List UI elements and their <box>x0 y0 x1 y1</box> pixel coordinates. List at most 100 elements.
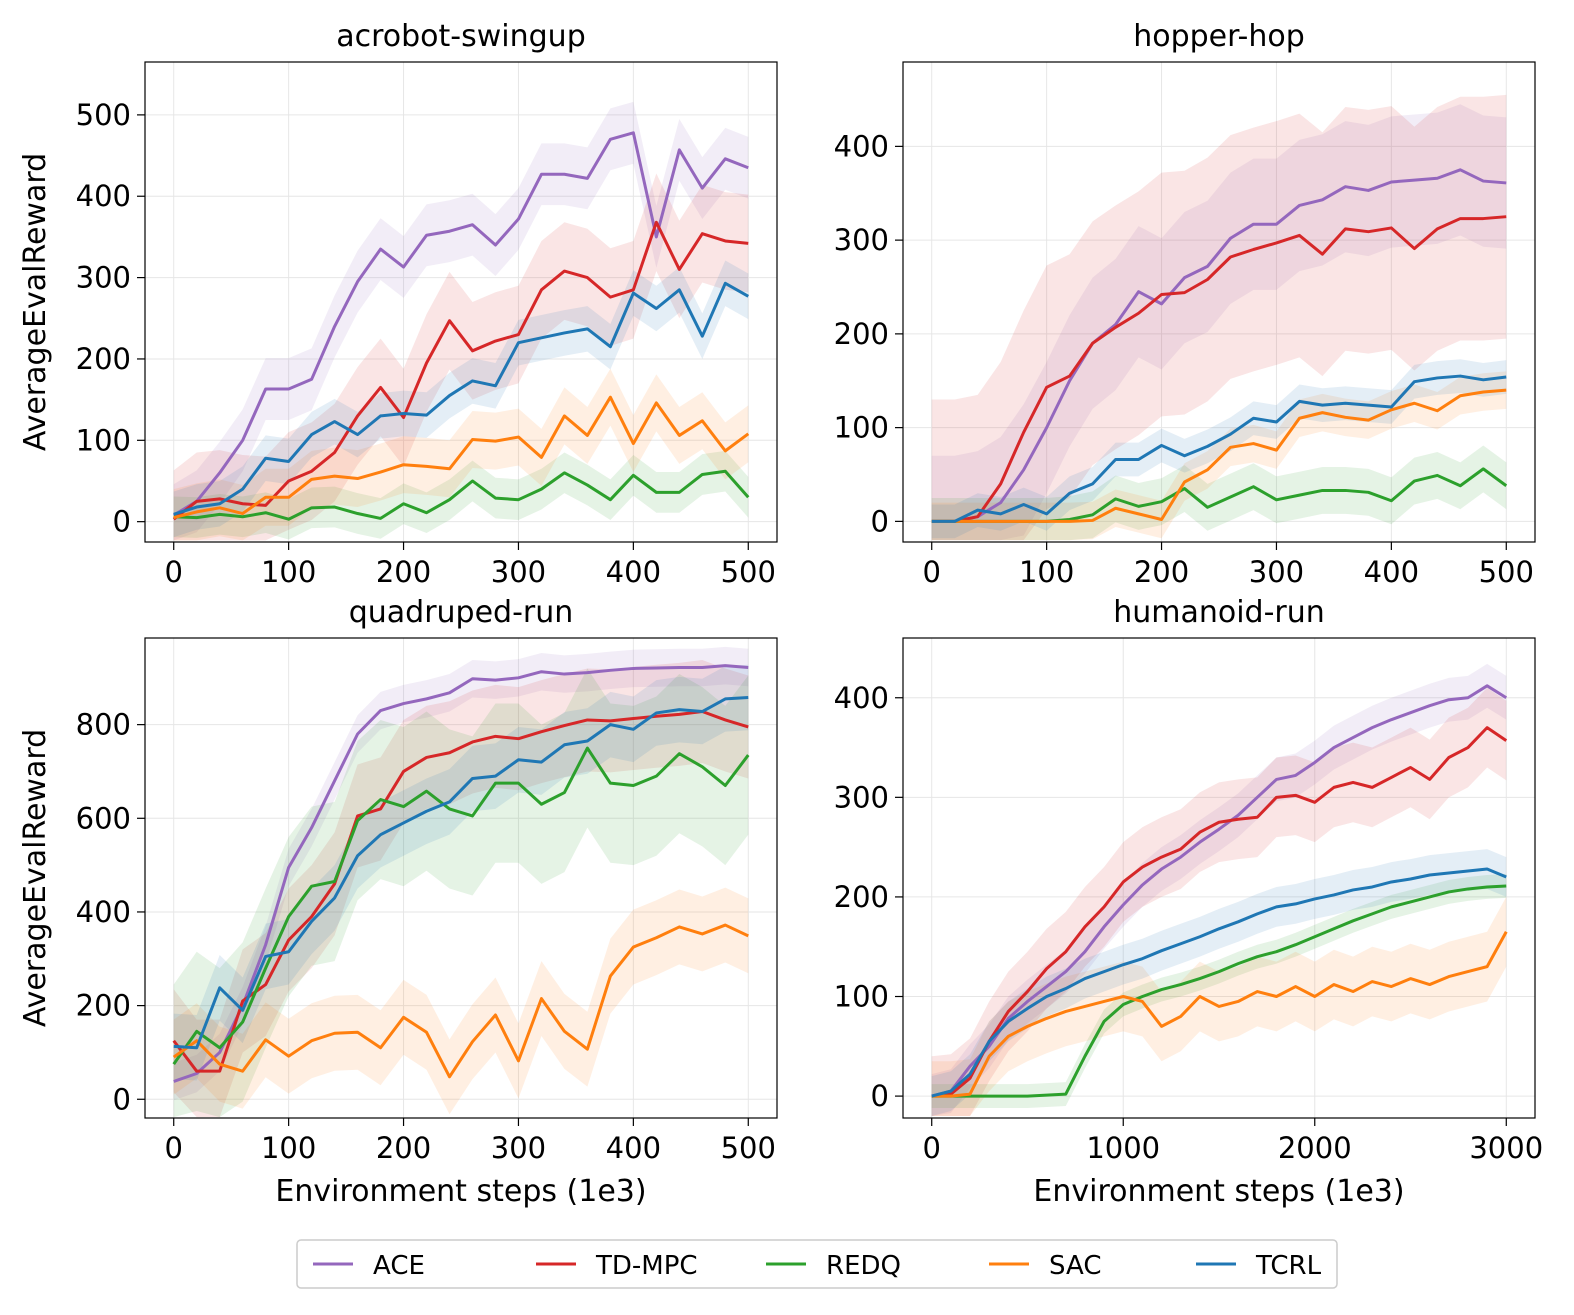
x-tick-label: 2000 <box>1278 1131 1352 1165</box>
band-td-mpc <box>931 94 1507 541</box>
y-tick-label: 100 <box>834 411 889 445</box>
band-ace <box>931 663 1507 1117</box>
y-axis-label: AverageEvalReward <box>18 153 53 451</box>
y-tick-label: 500 <box>76 98 131 132</box>
chart-panels: 0 100 200 300 400 500 0 100 200 300 400 500 acrobot-… <box>18 19 1543 1209</box>
series-line-tcrl <box>173 695 749 1050</box>
series-line-tcrl <box>931 374 1507 523</box>
plot-area <box>172 101 750 541</box>
band-redq <box>931 445 1507 541</box>
series-line-sac <box>931 931 1508 1098</box>
x-tick-label: 100 <box>1019 555 1074 589</box>
x-tick-label: 300 <box>491 1131 546 1165</box>
y-tick-label: 0 <box>113 505 131 539</box>
band-tcrl <box>173 664 749 1081</box>
legend-box <box>296 1239 1338 1289</box>
x-axis-label: Environment steps (1e3) <box>1033 1174 1404 1209</box>
series-line-ace <box>172 131 749 517</box>
x-tick-label: 0 <box>165 555 183 589</box>
plot-area <box>172 646 750 1118</box>
y-tick-label: 200 <box>76 989 131 1023</box>
legend-entry-tcrl: TCRL <box>1196 1251 1322 1281</box>
y-tick-label: 400 <box>76 895 131 929</box>
legend-label: REDQ <box>826 1251 901 1281</box>
x-tick-label: 1000 <box>1086 1131 1160 1165</box>
legend-entry-sac: SAC <box>989 1251 1101 1281</box>
x-tick-label: 500 <box>1479 555 1534 589</box>
x-tick-label: 200 <box>1134 555 1189 589</box>
axes-frame <box>144 61 778 543</box>
series-line-sac <box>173 395 750 520</box>
y-tick-label: 0 <box>871 504 889 538</box>
legend-entry-td-mpc: TD-MPC <box>536 1251 698 1281</box>
band-tcrl <box>931 849 1507 1117</box>
x-tick-label: 3000 <box>1469 1131 1543 1165</box>
series-line-tcrl <box>173 281 750 516</box>
y-tick-label: 100 <box>76 423 131 457</box>
y-tick-label: 0 <box>871 1079 889 1113</box>
series-line-ace <box>173 664 749 1083</box>
y-tick-label: 400 <box>834 681 889 715</box>
panel-title: quadruped-run <box>349 595 574 630</box>
y-tick-label: 100 <box>834 980 889 1014</box>
series-line-sac <box>172 923 749 1079</box>
y-tick-label: 400 <box>834 129 889 163</box>
panel-title: humanoid-run <box>1113 595 1325 630</box>
y-tick-label: 200 <box>834 317 889 351</box>
series-line-td-mpc <box>931 215 1507 523</box>
y-tick-label: 600 <box>76 801 131 835</box>
band-ace <box>931 104 1507 541</box>
plot-area <box>931 94 1508 541</box>
legend-label: TD-MPC <box>595 1251 698 1281</box>
x-tick-label: 400 <box>606 1131 661 1165</box>
y-tick-label: 200 <box>76 342 131 376</box>
y-tick-label: 400 <box>76 179 131 213</box>
band-sac <box>173 887 749 1115</box>
band-sac <box>931 371 1507 541</box>
legend-label: SAC <box>1049 1251 1101 1281</box>
axes-frame <box>902 61 1536 543</box>
x-tick-label: 0 <box>165 1131 183 1165</box>
panel-title: acrobot-swingup <box>336 19 586 54</box>
band-redq <box>173 450 749 540</box>
y-tick-label: 300 <box>834 780 889 814</box>
legend-entry-redq: REDQ <box>766 1251 901 1281</box>
panel-2: 0 100 200 300 400 500 0 200 400 600 800 quadruped-r… <box>18 595 778 1209</box>
band-tcrl <box>173 260 749 538</box>
band-redq <box>173 668 749 1118</box>
panel-title: hopper-hop <box>1133 19 1305 54</box>
x-axis-label: Environment steps (1e3) <box>275 1174 646 1209</box>
legend-label: TCRL <box>1255 1251 1322 1281</box>
series-line-redq <box>931 884 1507 1098</box>
panel-0: 0 100 200 300 400 500 0 100 200 300 400 500 acrobot-… <box>18 19 778 589</box>
band-td-mpc <box>173 173 749 541</box>
x-tick-label: 0 <box>923 1131 941 1165</box>
legend-label: ACE <box>373 1251 425 1281</box>
panel-1: 0 100 200 300 400 500 0 100 200 300 400 hopper-hop <box>834 19 1536 589</box>
series-line-td-mpc <box>172 220 749 521</box>
x-tick-label: 300 <box>1249 555 1304 589</box>
x-tick-label: 400 <box>606 555 661 589</box>
series-line-redq <box>173 469 750 521</box>
panel-3: 0 1000 2000 3000 0 100 200 300 400 humanoid-run En… <box>834 595 1544 1209</box>
band-td-mpc <box>173 660 749 1118</box>
band-td-mpc <box>931 687 1507 1117</box>
y-tick-label: 300 <box>834 223 889 257</box>
band-ace <box>173 101 749 541</box>
band-redq <box>931 874 1507 1109</box>
axes-frame <box>144 637 778 1119</box>
x-tick-label: 400 <box>1364 555 1419 589</box>
x-tick-label: 100 <box>261 1131 316 1165</box>
series-line-td-mpc <box>931 726 1508 1098</box>
series-line-ace <box>931 684 1508 1098</box>
series-line-redq <box>172 746 750 1066</box>
legend-entry-ace: ACE <box>313 1251 425 1281</box>
band-ace <box>173 646 749 1101</box>
plot-area <box>931 663 1508 1117</box>
series-line-tcrl <box>931 867 1507 1098</box>
x-tick-label: 500 <box>721 1131 776 1165</box>
y-axis-label: AverageEvalReward <box>18 729 53 1027</box>
series-line-sac <box>931 388 1507 523</box>
y-tick-label: 300 <box>76 261 131 295</box>
